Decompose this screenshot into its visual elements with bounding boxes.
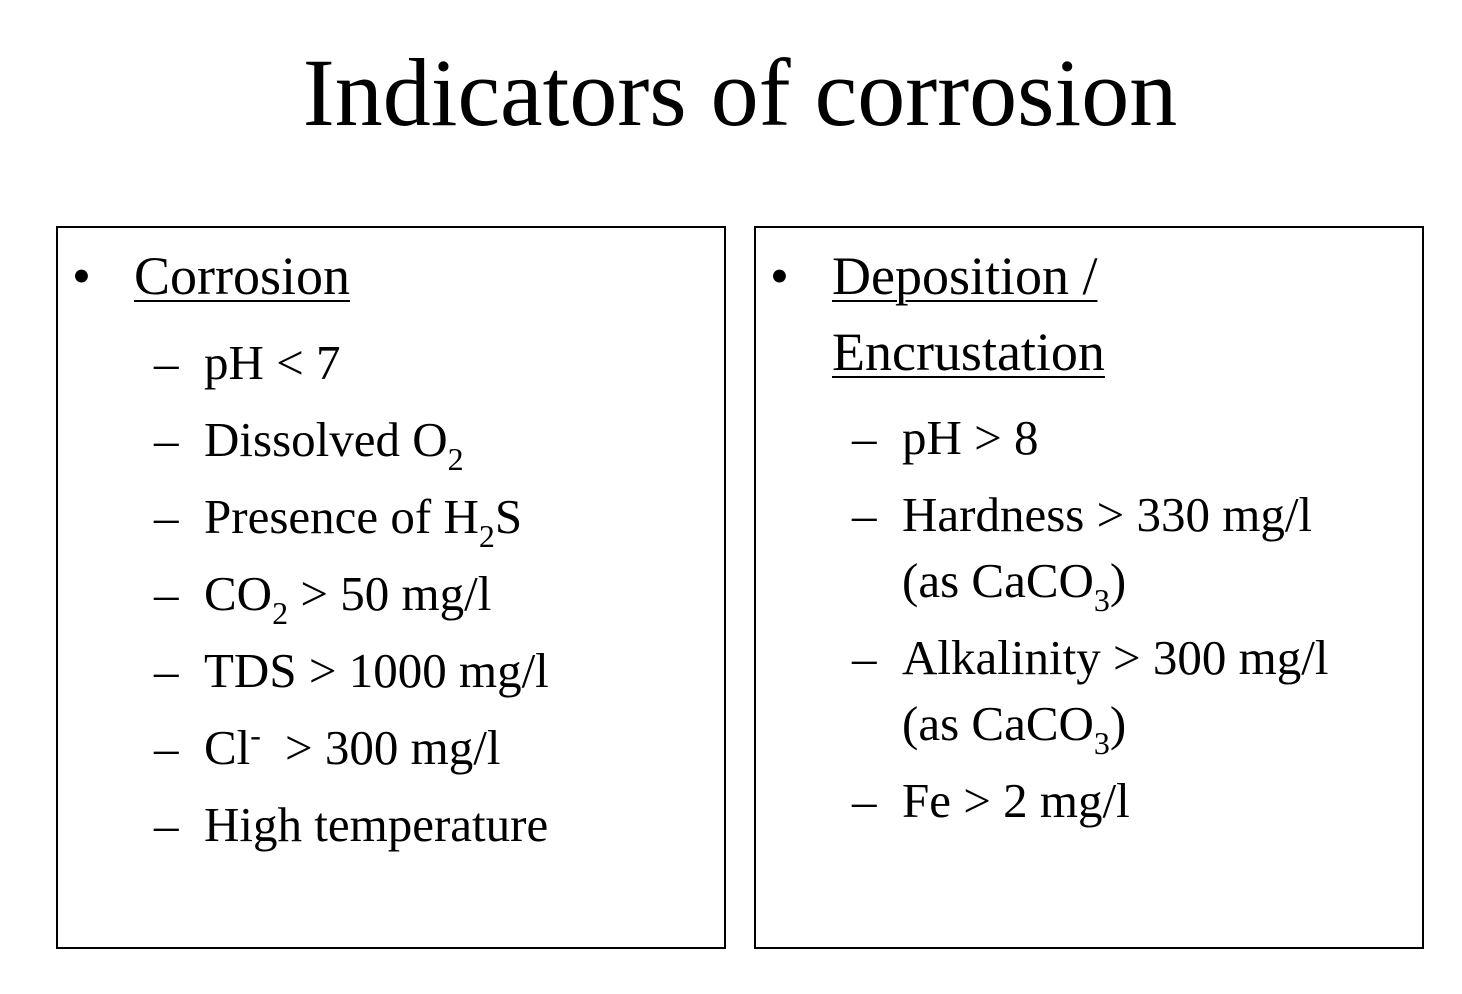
list-item: – pH < 7 <box>154 330 549 396</box>
item-chloride: Cl- > 300 mg/l <box>204 717 501 775</box>
deposition-heading: Deposition / Encrustation <box>832 238 1105 390</box>
item-tds: TDS > 1000 mg/l <box>204 643 549 698</box>
corrosion-list: – pH < 7 – Dissolved O2 – Presence of H2… <box>154 330 549 869</box>
corrosion-heading: Corrosion <box>134 246 350 306</box>
deposition-heading-line1: Deposition / <box>832 246 1098 306</box>
item-h2s: Presence of H2S <box>204 489 523 554</box>
bullet-icon: • <box>72 246 91 306</box>
dash-icon: – <box>154 797 179 852</box>
dash-icon: – <box>154 566 179 621</box>
dash-icon: – <box>852 410 877 465</box>
deposition-heading-row: • Deposition / Encrustation <box>770 238 1105 390</box>
item-iron: Fe > 2 mg/l <box>902 773 1130 828</box>
item-temperature: High temperature <box>204 797 549 852</box>
slide-title: Indicators of corrosion <box>302 39 1178 146</box>
list-item: – High temperature <box>154 792 549 858</box>
list-item: – Cl- > 300 mg/l <box>154 715 549 781</box>
list-item: – Fe > 2 mg/l <box>852 768 1328 834</box>
list-item: – Presence of H2S <box>154 484 549 554</box>
list-item: – CO2 > 50 mg/l <box>154 561 549 631</box>
deposition-list: – pH > 8 – Hardness > 330 mg/l (as CaCO3… <box>852 405 1328 845</box>
dash-icon: – <box>154 720 179 775</box>
dash-icon: – <box>154 489 179 544</box>
dash-icon: – <box>852 487 877 542</box>
dash-icon: – <box>852 630 877 685</box>
item-ph: pH > 8 <box>902 410 1039 465</box>
corrosion-heading-row: • Corrosion <box>72 238 350 314</box>
dash-icon: – <box>154 412 179 467</box>
list-item: – pH > 8 <box>852 405 1328 471</box>
item-co2: CO2 > 50 mg/l <box>204 566 492 631</box>
item-hardness: Hardness > 330 mg/l (as CaCO3) <box>902 487 1313 618</box>
deposition-heading-line2: Encrustation <box>832 322 1105 382</box>
item-alkalinity: Alkalinity > 300 mg/l (as CaCO3) <box>902 630 1329 761</box>
deposition-panel: • Deposition / Encrustation – pH > 8 – H… <box>754 226 1424 949</box>
list-item: – Dissolved O2 <box>154 407 549 477</box>
bullet-icon: • <box>770 246 789 306</box>
list-item: – TDS > 1000 mg/l <box>154 638 549 704</box>
list-item: – Alkalinity > 300 mg/l (as CaCO3) <box>852 625 1329 761</box>
dash-icon: – <box>852 773 877 828</box>
item-dissolved-oxygen: Dissolved O2 <box>204 412 464 477</box>
list-item: – Hardness > 330 mg/l (as CaCO3) <box>852 482 1328 618</box>
dash-icon: – <box>154 643 179 698</box>
item-ph: pH < 7 <box>204 335 341 390</box>
corrosion-panel: • Corrosion – pH < 7 – Dissolved O2 – Pr… <box>56 226 726 949</box>
dash-icon: – <box>154 335 179 390</box>
